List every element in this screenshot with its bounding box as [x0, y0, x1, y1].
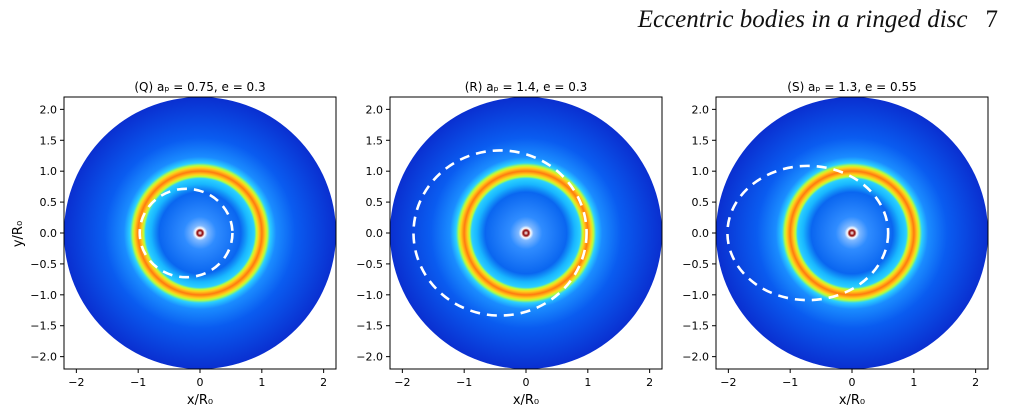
y-tick-label: 1.0 [40, 165, 58, 178]
panel-r: 2.0 1.5 1.0 0.5 0.0 −0.5 −1.0 −1.5 −2.0 −2 −1 0 1 2 (R… [356, 80, 663, 408]
panel-s: 2.0 1.5 1.0 0.5 0.0 −0.5 −1.0 −1.5 −2.0 −2 −1 0 1 2 (S… [682, 80, 989, 408]
panel-title: (R) aₚ = 1.4, e = 0.3 [465, 80, 588, 94]
x-tick-label: 2 [646, 376, 653, 389]
x-tick-label: 2 [320, 376, 327, 389]
y-tick-label: 0.5 [40, 196, 58, 209]
disc-heatmap [64, 97, 336, 369]
y-axis-label: y/R₀ [11, 221, 26, 247]
y-tick-label: −1.5 [30, 320, 57, 333]
panel-title: (Q) aₚ = 0.75, e = 0.3 [134, 80, 265, 94]
y-tick-label: −0.5 [356, 258, 383, 271]
y-tick-label: −2.0 [682, 351, 709, 364]
x-tick-label: −2 [394, 376, 410, 389]
y-tick-label: −2.0 [30, 351, 57, 364]
y-tick-label: 0.0 [366, 227, 384, 240]
y-tick-label: −1.5 [682, 320, 709, 333]
x-tick-label: 1 [910, 376, 917, 389]
y-tick-label: 1.5 [40, 134, 58, 147]
disc-heatmap [716, 97, 988, 369]
y-tick-label: −1.0 [682, 289, 709, 302]
y-tick-label: −1.0 [30, 289, 57, 302]
x-tick-label: 0 [197, 376, 204, 389]
y-tick-label: 0.0 [40, 227, 58, 240]
y-tick-label: 2.0 [692, 103, 710, 116]
x-axis-label: x/R₀ [839, 393, 865, 408]
y-tick-label: 1.5 [692, 134, 710, 147]
disc-heatmap [390, 97, 662, 369]
y-tick-label: −0.5 [682, 258, 709, 271]
orbit-r [412, 149, 588, 317]
x-tick-label: 0 [523, 376, 530, 389]
x-tick-label: −1 [456, 376, 472, 389]
page-number: 7 [985, 6, 999, 33]
y-tick-label: −1.0 [356, 289, 383, 302]
y-tick-label: 0.5 [366, 196, 384, 209]
y-tick-label: 0.5 [692, 196, 710, 209]
y-tick-label: −0.5 [30, 258, 57, 271]
running-title: Eccentric bodies in a ringed disc [637, 6, 968, 33]
x-tick-label: 0 [849, 376, 856, 389]
y-tick-label: 2.0 [40, 103, 58, 116]
panel-title: (S) aₚ = 1.3, e = 0.55 [787, 80, 916, 94]
orbit-s [726, 164, 890, 302]
y-tick-label: 1.0 [366, 165, 384, 178]
y-tick-label: −2.0 [356, 351, 383, 364]
y-tick-label: 1.5 [366, 134, 384, 147]
orbit-q [138, 187, 234, 279]
x-tick-label: 1 [584, 376, 591, 389]
x-axis-label: x/R₀ [513, 393, 539, 408]
x-tick-label: −1 [130, 376, 146, 389]
x-tick-label: −2 [68, 376, 84, 389]
running-head: Eccentric bodies in a ringed disc 7 [638, 6, 998, 34]
x-tick-label: 1 [258, 376, 265, 389]
y-tick-label: −1.5 [356, 320, 383, 333]
x-tick-label: 2 [972, 376, 979, 389]
panel-q: 2.0 1.5 1.0 0.5 0.0 −0.5 −1.0 −1.5 −2.0 −2 −1 0 1 2 (Q… [30, 80, 337, 408]
y-tick-label: 2.0 [366, 103, 384, 116]
x-tick-label: −2 [720, 376, 736, 389]
y-tick-label: 1.0 [692, 165, 710, 178]
y-tick-label: 0.0 [692, 227, 710, 240]
x-axis-label: x/R₀ [187, 393, 213, 408]
x-tick-label: −1 [782, 376, 798, 389]
